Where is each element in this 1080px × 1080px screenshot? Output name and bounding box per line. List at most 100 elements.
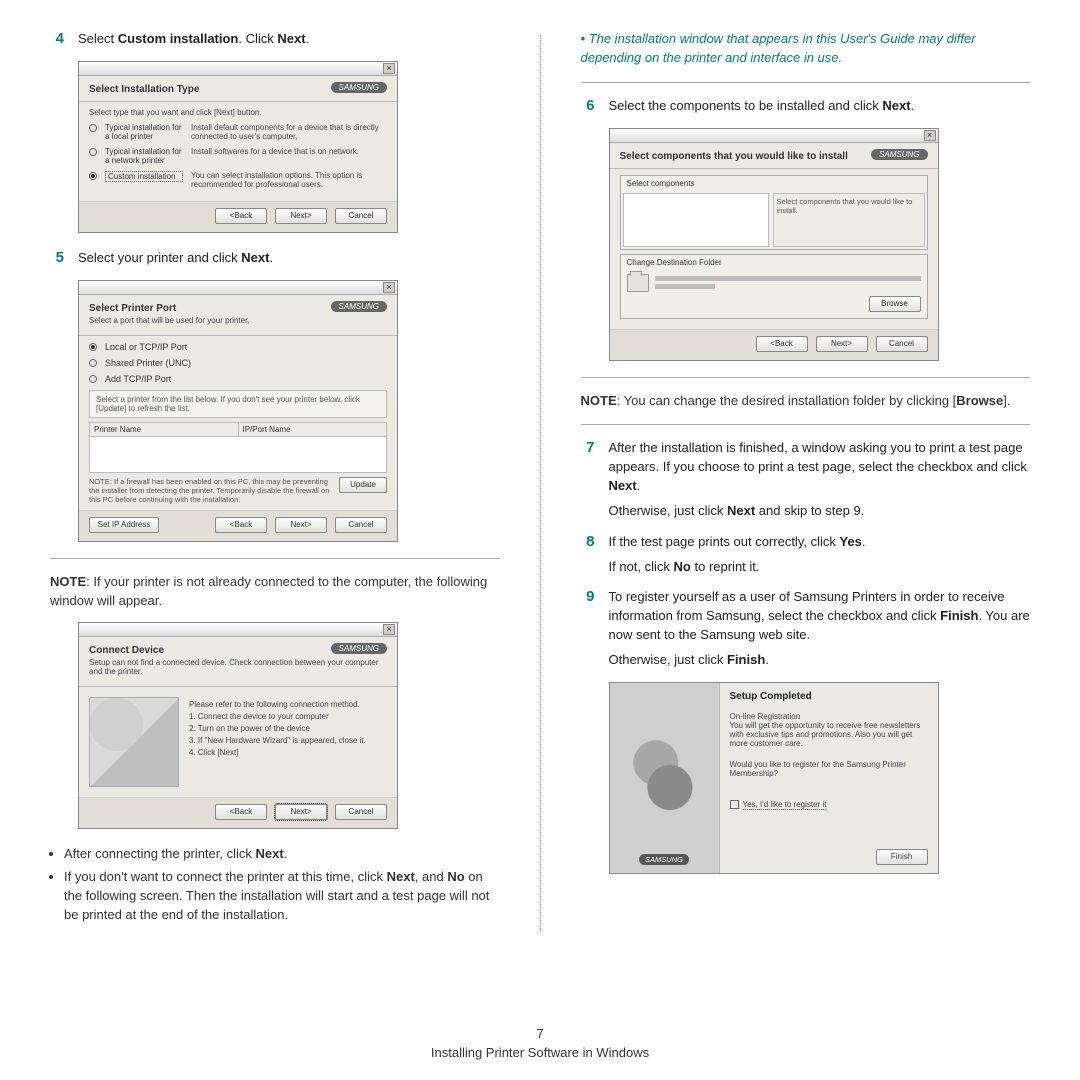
t: Would you like to register for the Samsu… <box>730 760 928 778</box>
instruction-box: Select a printer from the list below. If… <box>89 390 387 418</box>
t: . <box>911 98 915 113</box>
t: Otherwise, just click <box>609 503 727 518</box>
list-header: Printer Name IP/Port Name <box>89 422 387 437</box>
radio-label: Typical installation for a local printer <box>105 123 183 141</box>
t: Next <box>727 503 755 518</box>
step-text: Select Custom installation. Click Next. <box>78 30 500 49</box>
t: Finish <box>940 608 978 623</box>
cancel-button[interactable]: Cancel <box>876 336 928 352</box>
dialog-titlebar: × <box>610 129 938 143</box>
radio-option[interactable]: Custom installation You can select insta… <box>89 171 387 189</box>
checkbox-label: Yes, I'd like to register it <box>743 800 827 810</box>
browse-button[interactable]: Browse <box>869 296 921 312</box>
radio-option[interactable]: Local or TCP/IP Port <box>89 342 387 352</box>
column-divider <box>540 35 541 931</box>
radio-label: Custom installation <box>105 171 183 182</box>
next-button[interactable]: Next> <box>275 208 327 224</box>
dialog-subtext: Select type that you want and click [Nex… <box>89 108 387 117</box>
printer-list[interactable] <box>89 437 387 473</box>
components-list[interactable] <box>623 193 769 247</box>
t: Custom installation <box>118 31 239 46</box>
back-button[interactable]: <Back <box>756 336 808 352</box>
next-button[interactable]: Next> <box>816 336 868 352</box>
dialog-select-port: × SAMSUNG Select Printer Port Select a p… <box>78 280 398 542</box>
radio-label: Add TCP/IP Port <box>105 374 171 384</box>
components-box: Select components Select components that… <box>620 175 928 250</box>
list-item: After connecting the printer, click Next… <box>64 845 500 864</box>
dialog-titlebar: × <box>79 62 397 76</box>
step-5: 5 Select your printer and click Next. <box>50 249 500 268</box>
update-button[interactable]: Update <box>339 477 387 493</box>
t: Next <box>277 31 305 46</box>
t: : If your printer is not already connect… <box>50 574 487 608</box>
note-label: NOTE <box>50 574 86 589</box>
t: . <box>637 478 641 493</box>
note-text: NOTE: If your printer is not already con… <box>50 573 500 611</box>
brand-badge: SAMSUNG <box>639 854 689 865</box>
note-text: NOTE: You can change the desired install… <box>581 392 1031 411</box>
firewall-note: NOTE: If a firewall has been enabled on … <box>89 477 333 504</box>
step-7: 7 After the installation is finished, a … <box>581 439 1031 520</box>
close-icon[interactable]: × <box>383 624 395 635</box>
close-icon[interactable]: × <box>924 130 936 141</box>
rule <box>581 424 1031 425</box>
rule <box>581 82 1031 83</box>
note-label: NOTE <box>581 393 617 408</box>
cancel-button[interactable]: Cancel <box>335 208 387 224</box>
radio-option[interactable]: Add TCP/IP Port <box>89 374 387 384</box>
step-9: 9 To register yourself as a user of Sams… <box>581 588 1031 669</box>
t: If you don't want to connect the printer… <box>64 869 387 884</box>
folder-icon <box>627 274 649 292</box>
step-number: 8 <box>581 533 595 577</box>
close-icon[interactable]: × <box>383 282 395 293</box>
next-button[interactable]: Next> <box>275 804 327 820</box>
bullet-list: After connecting the printer, click Next… <box>50 845 500 924</box>
italic-note: • The installation window that appears i… <box>581 30 1031 68</box>
finish-button[interactable]: Finish <box>876 849 928 865</box>
rule <box>50 558 500 559</box>
cancel-button[interactable]: Cancel <box>335 804 387 820</box>
cancel-button[interactable]: Cancel <box>335 517 387 533</box>
dialog-setup-completed: SAMSUNG Setup Completed On-line Registra… <box>609 682 939 874</box>
step-text: To register yourself as a user of Samsun… <box>609 588 1031 669</box>
t: Yes <box>839 534 861 549</box>
set-ip-button[interactable]: Set IP Address <box>89 517 159 533</box>
t: On-line Registration <box>730 712 928 721</box>
close-icon[interactable]: × <box>383 63 395 74</box>
radio-option[interactable]: Typical installation for a network print… <box>89 147 387 165</box>
radio-icon <box>89 172 97 180</box>
step-text: If the test page prints out correctly, c… <box>609 533 1031 577</box>
radio-option[interactable]: Shared Printer (UNC) <box>89 358 387 368</box>
t: If not, click <box>609 559 674 574</box>
radio-desc: Install default components for a device … <box>191 123 387 141</box>
radio-desc: You can select installation options. Thi… <box>191 171 387 189</box>
checkbox-icon <box>730 800 739 809</box>
t: Select the components to be installed an… <box>609 98 883 113</box>
dialog-subtext: Select a port that will be used for your… <box>89 316 387 325</box>
setup-illustration: SAMSUNG <box>610 683 720 873</box>
page-footer: 7 Installing Printer Software in Windows <box>0 1026 1080 1060</box>
back-button[interactable]: <Back <box>215 804 267 820</box>
radio-option[interactable]: Typical installation for a local printer… <box>89 123 387 141</box>
radio-icon <box>89 359 97 367</box>
step-text: After the installation is finished, a wi… <box>609 439 1031 520</box>
back-button[interactable]: <Back <box>215 208 267 224</box>
register-checkbox[interactable]: Yes, I'd like to register it <box>730 800 928 809</box>
next-button[interactable]: Next> <box>275 517 327 533</box>
radio-label: Typical installation for a network print… <box>105 147 183 165</box>
dialog-titlebar: × <box>79 623 397 637</box>
t: and skip to step 9. <box>755 503 864 518</box>
t: Finish <box>727 652 765 667</box>
dialog-install-type: × SAMSUNG Select Installation Type Selec… <box>78 61 398 233</box>
t: Next <box>882 98 910 113</box>
radio-icon <box>89 375 97 383</box>
step-8: 8 If the test page prints out correctly,… <box>581 533 1031 577</box>
step-6: 6 Select the components to be installed … <box>581 97 1031 116</box>
t: Select <box>78 31 118 46</box>
radio-label: Shared Printer (UNC) <box>105 358 191 368</box>
back-button[interactable]: <Back <box>215 517 267 533</box>
brand-badge: SAMSUNG <box>871 149 927 160</box>
dialog-connect-device: × SAMSUNG Connect Device Setup can not f… <box>78 622 398 829</box>
t: No <box>674 559 691 574</box>
dialog-subtext: Setup can not find a connected device. C… <box>89 658 387 676</box>
